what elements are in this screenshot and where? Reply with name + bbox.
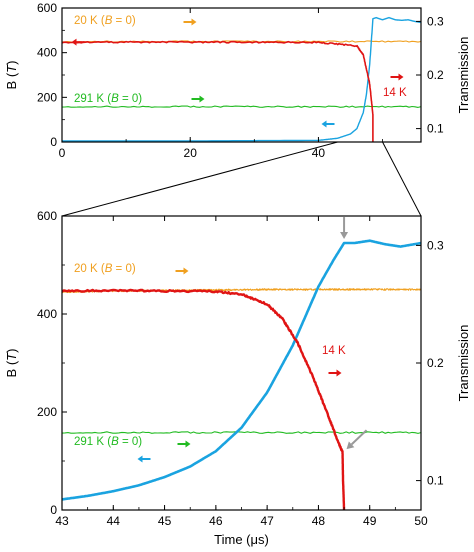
peak-marker-arrow [340, 217, 349, 240]
label-room: 291 K (B = 0) [74, 436, 142, 448]
y-tick-label: 600 [37, 209, 57, 223]
bottom-panel-frame [61, 215, 422, 511]
cold-direction-arrow [390, 73, 404, 81]
x-tick-label: 46 [209, 514, 223, 528]
top-panel-plot-area [62, 16, 421, 142]
x-tick-label: 0 [59, 146, 66, 160]
x-axis-label: Time (μs) [214, 532, 269, 547]
label-room: 291 K (B = 0) [74, 93, 142, 105]
y2-tick-label: 0.2 [427, 356, 444, 370]
series-cold-line [62, 40, 374, 142]
y-tick-label: 400 [37, 46, 57, 60]
x-tick-label: 49 [363, 514, 377, 528]
zoom-connector-right [382, 141, 422, 217]
bottom-panel-plot-area [62, 239, 421, 510]
y2-tick-label: 0.3 [427, 238, 444, 252]
x-tick-label: 50 [414, 514, 428, 528]
y-tick-label: 600 [37, 1, 57, 15]
y-tick-label: 400 [37, 307, 57, 321]
x-tick-label: 40 [312, 146, 326, 160]
y-tick-label: 0 [50, 135, 57, 149]
y2-tick-label: 0.1 [427, 474, 444, 488]
bottom-panel: 43 44 45 46 47 48 49 50 0 200 400 600 0.1 0.2 0.3 B (T)… [4, 209, 471, 547]
label-cold: 14 K [322, 345, 346, 357]
label-warm: 20 K (B = 0) [74, 263, 136, 275]
series-room-line [62, 105, 421, 108]
series-trans-line [62, 239, 421, 501]
x-tick-label: 20 [184, 146, 198, 160]
trans-direction-arrow [321, 120, 335, 128]
y2-tick-label: 0.1 [427, 122, 444, 136]
trans-direction-arrow [137, 455, 151, 463]
label-cold: 14 K [383, 87, 407, 99]
break-marker-arrow [346, 429, 368, 450]
x-tick-label: 45 [158, 514, 172, 528]
zoom-connector-left [61, 141, 338, 217]
y2-tick-label: 0.3 [427, 14, 444, 28]
y-tick-label: 200 [37, 90, 57, 104]
y-tick-label: 200 [37, 405, 57, 419]
x-tick-label: 47 [260, 514, 274, 528]
y-tick-label: 0 [50, 503, 57, 517]
warm-direction-arrow [175, 267, 189, 275]
label-warm: 20 K (B = 0) [74, 15, 136, 27]
cold-left-arrow [71, 38, 85, 46]
y2-axis-label: Transmission [456, 325, 471, 402]
y-axis-label: B (T) [4, 349, 19, 378]
y2-tick-label: 0.2 [427, 68, 444, 82]
series-room-line [62, 431, 421, 434]
warm-direction-arrow [183, 18, 197, 26]
cold-direction-arrow [328, 369, 342, 377]
x-tick-label: 48 [312, 514, 326, 528]
series-cold-line [62, 288, 346, 510]
series-trans-line [62, 16, 421, 142]
x-tick-label: 44 [107, 514, 121, 528]
y-axis-label: B (T) [4, 61, 19, 90]
room-direction-arrow [191, 95, 205, 103]
room-direction-arrow [177, 440, 191, 448]
y2-axis-label: Transmission [456, 37, 471, 114]
x-tick-label: 43 [55, 514, 69, 528]
